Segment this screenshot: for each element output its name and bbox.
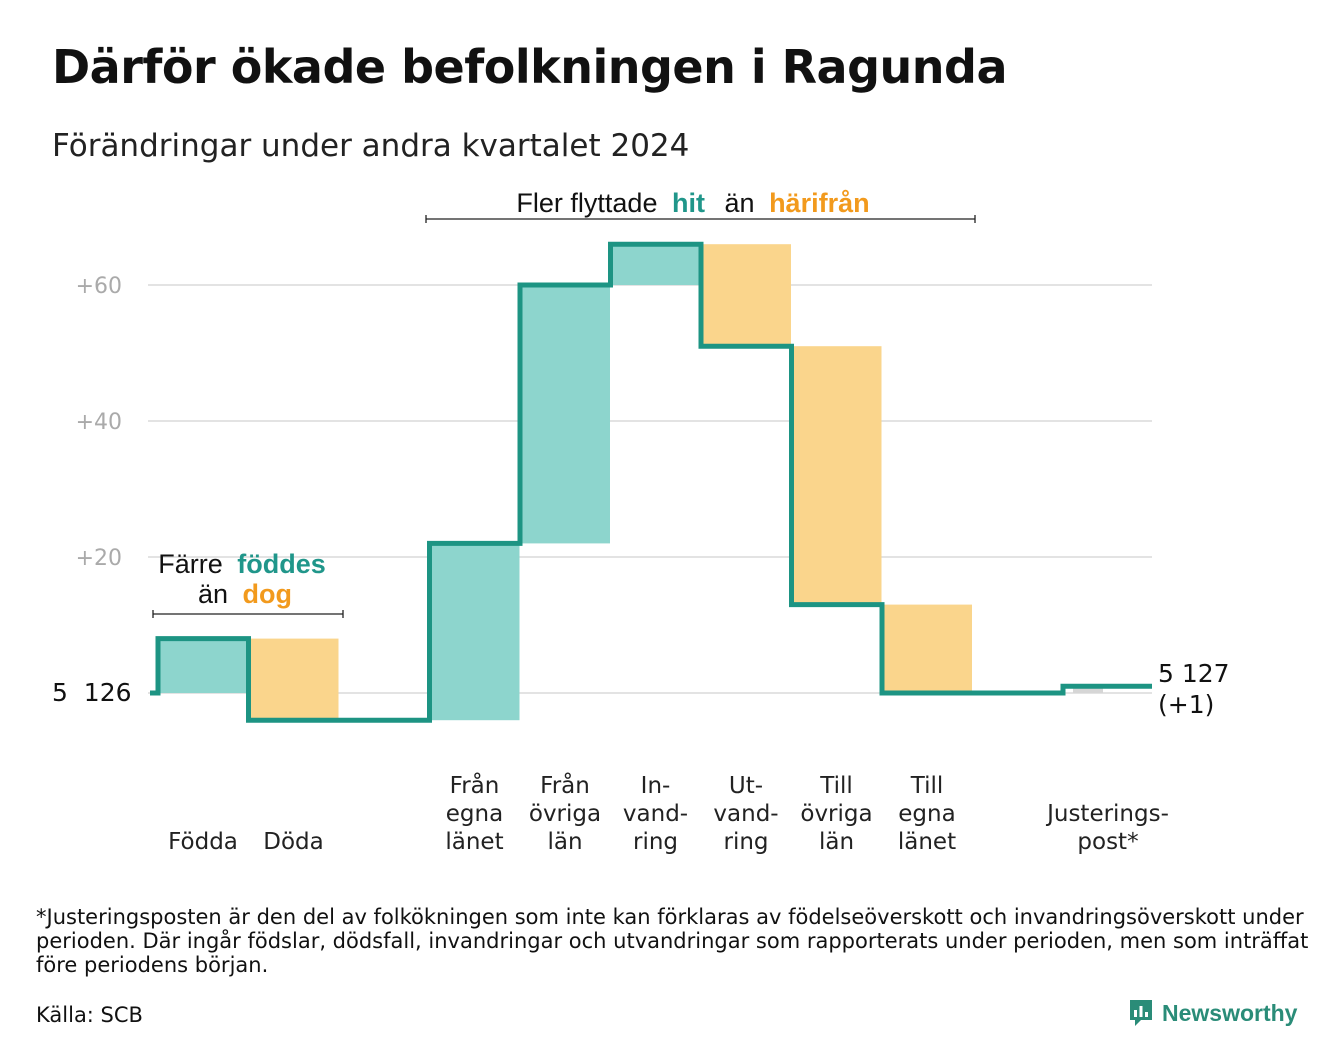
births-annotation-prefix: Färre xyxy=(158,549,223,579)
category-label: egna xyxy=(898,801,955,827)
step-lines xyxy=(150,241,1152,723)
category-label: övriga xyxy=(529,801,601,827)
category-label: ring xyxy=(633,829,678,855)
end-value-label: 5 127 xyxy=(1158,659,1230,688)
footnote: *Justeringsposten är den del av folkökni… xyxy=(36,905,1309,977)
category-label: Till xyxy=(819,773,853,799)
category-label: länet xyxy=(445,829,503,855)
migration-annotation-prefix: Fler flyttade xyxy=(516,188,657,218)
category-label: egna xyxy=(446,801,503,827)
bar-increase xyxy=(429,543,520,721)
category-label: Till xyxy=(910,773,944,799)
bar-increase xyxy=(520,285,610,544)
category-label: länet xyxy=(898,829,956,855)
category-label: län xyxy=(547,829,582,855)
migration-annotation-in: hit xyxy=(672,188,705,218)
chart-title: Därför ökade befolkningen i Ragunda xyxy=(52,40,1008,94)
bar-decrease xyxy=(882,604,972,693)
y-tick-label: +60 xyxy=(76,274,122,299)
bar-decrease xyxy=(248,638,339,721)
bar-decrease xyxy=(791,346,882,605)
births-annotation-out: dog xyxy=(243,579,292,609)
category-label: Födda xyxy=(168,829,238,855)
category-label: län xyxy=(819,829,854,855)
births-annotation-in: föddes xyxy=(237,549,326,579)
y-tick-label: +40 xyxy=(76,410,122,435)
category-label: post* xyxy=(1077,829,1138,855)
brand-logo[interactable]: Newsworthy xyxy=(1128,998,1297,1028)
category-label: vand- xyxy=(713,801,778,827)
bar-increase xyxy=(610,244,701,285)
category-label: Döda xyxy=(263,829,323,855)
births-annotation-line2: än dog xyxy=(198,579,292,609)
chart-subtitle: Förändringar under andra kvartalet 2024 xyxy=(52,128,690,164)
population-step-line xyxy=(150,241,1152,723)
value-labels: 5 126 5 127 (+1) xyxy=(52,659,1230,719)
newsworthy-logo-icon xyxy=(1130,1000,1152,1026)
start-value-label: 5 126 xyxy=(52,678,132,707)
end-change-label: (+1) xyxy=(1158,690,1214,719)
grid-lines xyxy=(148,284,1152,694)
births-annotation-mid: än xyxy=(198,579,228,609)
category-label: In- xyxy=(641,773,671,799)
source-label: Källa: SCB xyxy=(36,1003,143,1027)
migration-annotation: Fler flyttade hit än härifrån xyxy=(516,188,869,218)
migration-annotation-out: härifrån xyxy=(769,188,870,218)
category-label: vand- xyxy=(623,801,688,827)
y-axis-ticks: +20 +40 +60 xyxy=(76,274,122,571)
migration-annotation-mid: än xyxy=(725,188,755,218)
category-labels: Födda DödaFrånegnalänetFrånövrigalänIn-va… xyxy=(168,771,1169,855)
category-label: Justerings- xyxy=(1045,801,1169,827)
category-label: Ut- xyxy=(729,773,763,799)
category-label: Från xyxy=(540,771,590,799)
category-label: övriga xyxy=(800,801,872,827)
bar-increase xyxy=(158,638,248,693)
bars xyxy=(158,244,1103,721)
category-label: Från xyxy=(450,771,500,799)
annotations: Fler flyttade hit än härifrån Färre född… xyxy=(152,188,976,618)
bar-adjustment xyxy=(1073,686,1103,693)
bar-decrease xyxy=(701,244,791,347)
brand-name: Newsworthy xyxy=(1162,999,1298,1026)
category-label: ring xyxy=(723,829,768,855)
y-tick-label: +20 xyxy=(76,546,122,571)
births-annotation-line1: Färre föddes xyxy=(158,549,326,579)
